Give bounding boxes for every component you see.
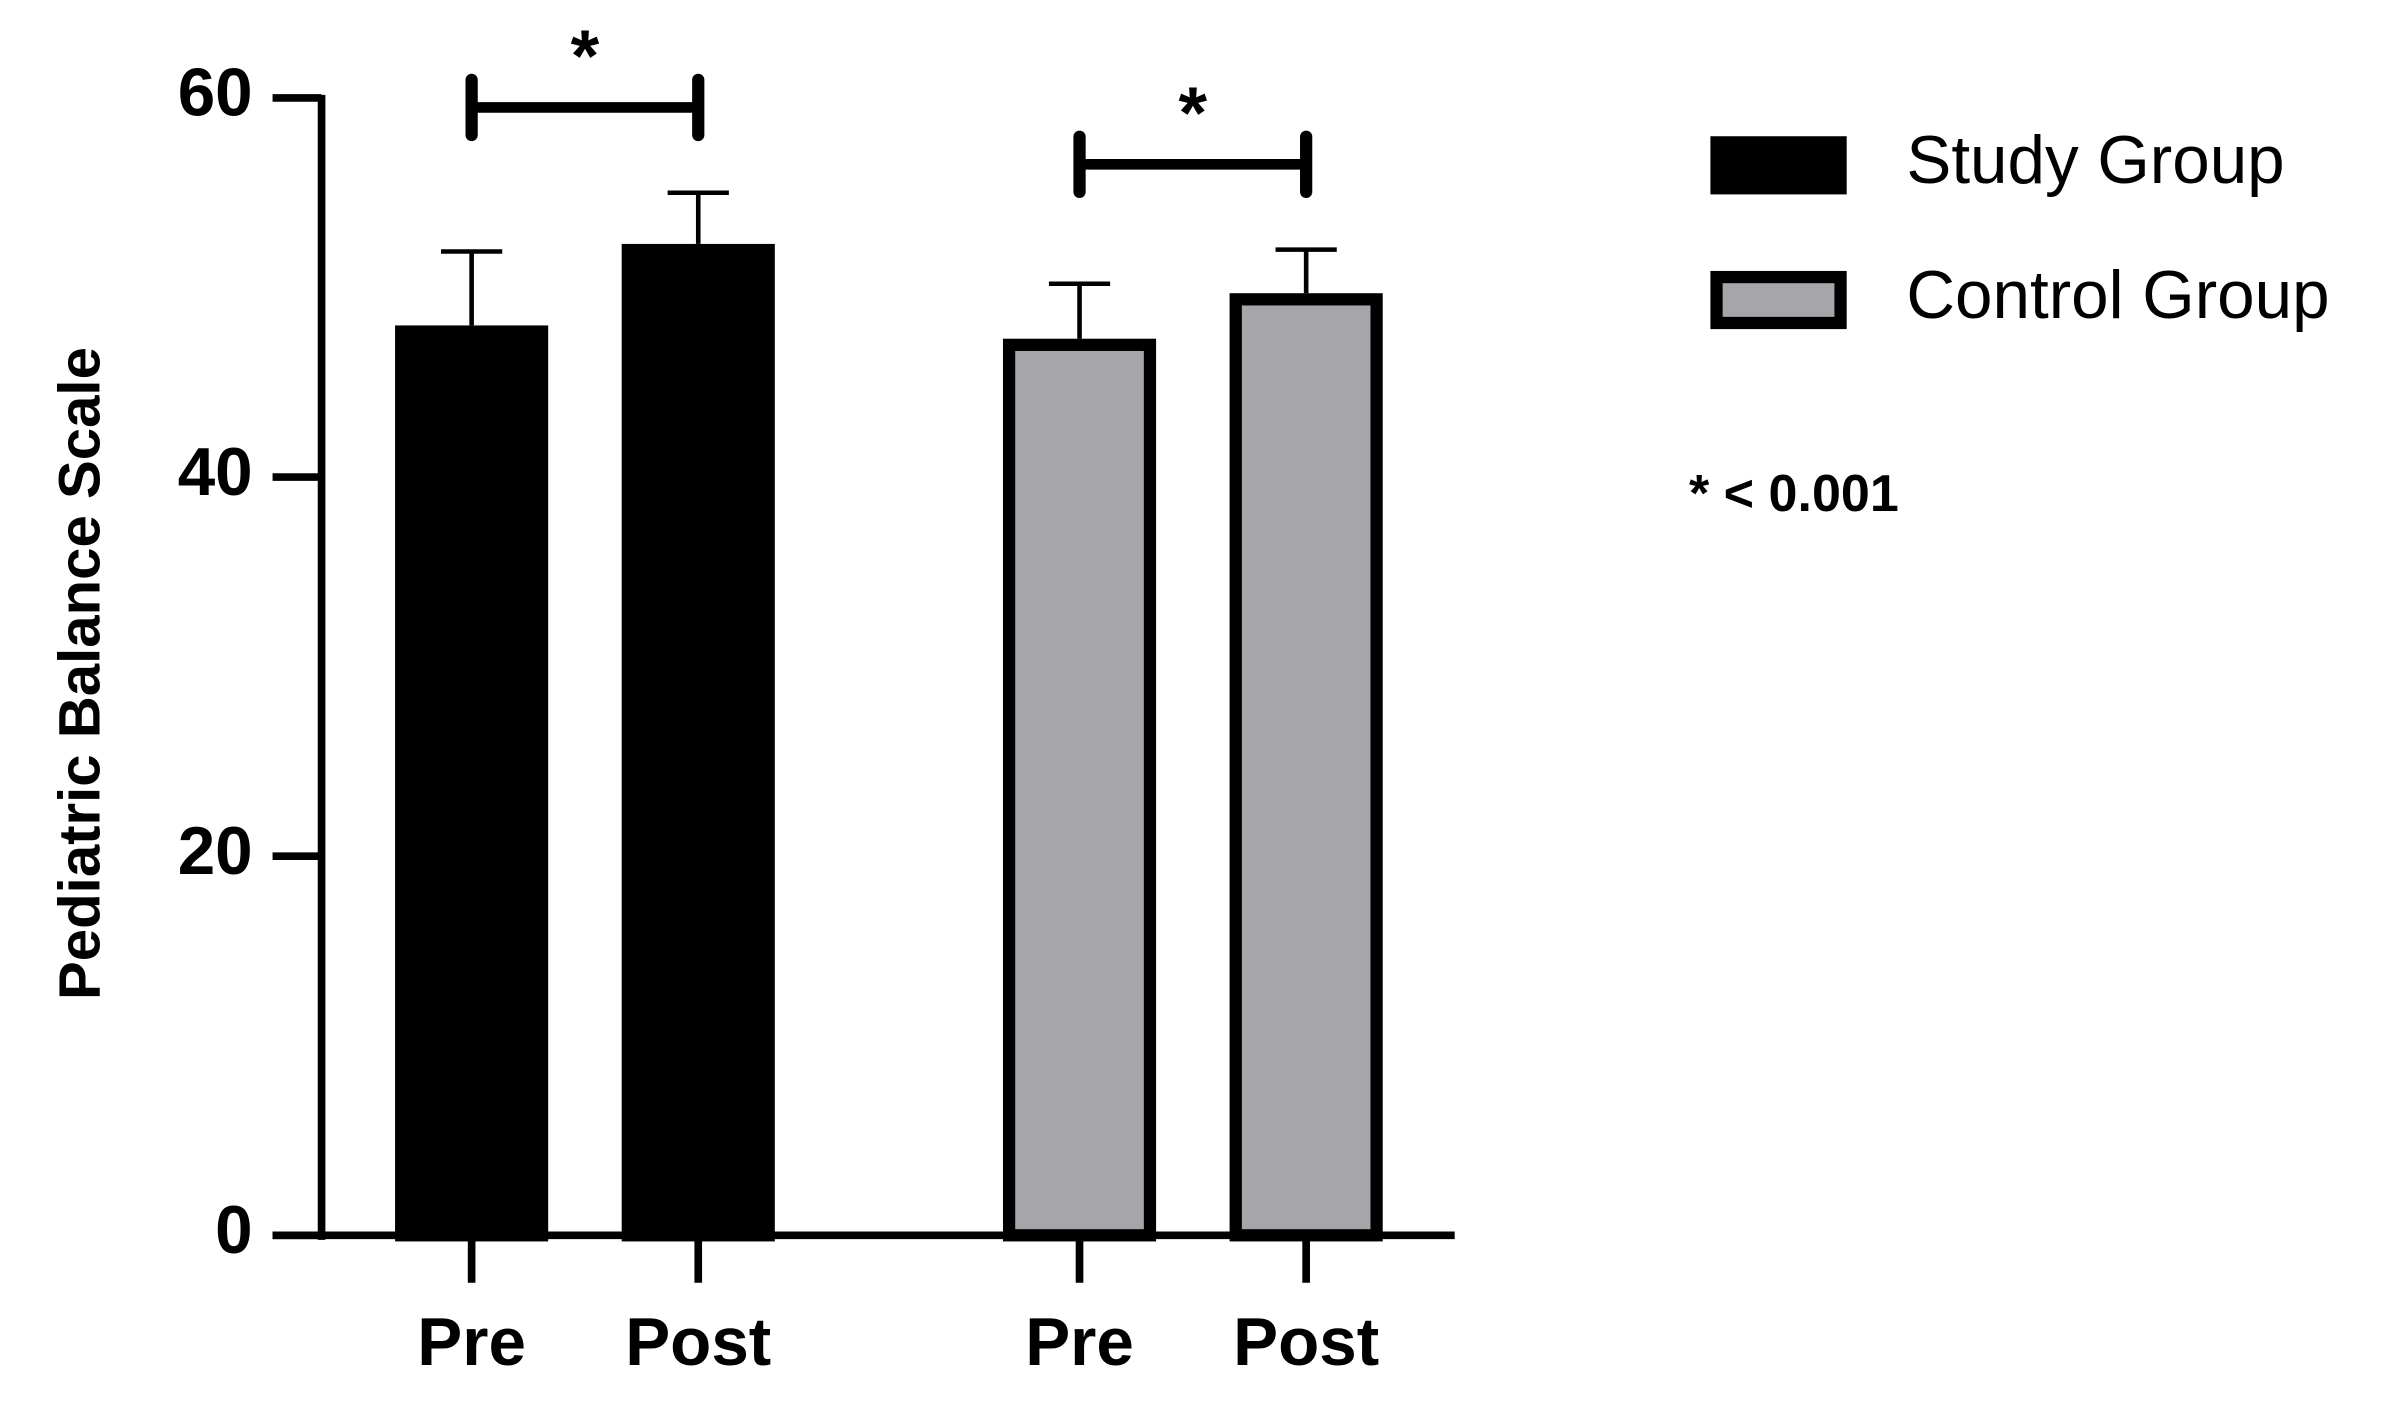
y-tick-label: 40 xyxy=(178,435,253,510)
x-tick-label: Pre xyxy=(417,1305,526,1380)
significance-label: * xyxy=(1179,71,1208,154)
significance-label: * xyxy=(571,14,600,97)
x-tick-label: Post xyxy=(1233,1305,1379,1380)
y-tick-label: 60 xyxy=(178,56,253,131)
legend-swatch xyxy=(1710,136,1847,195)
y-tick-label: 0 xyxy=(215,1193,252,1268)
bar xyxy=(1229,293,1383,1242)
legend-label: Control Group xyxy=(1906,258,2329,333)
legend-label: Study Group xyxy=(1906,123,2284,198)
x-tick-label: Pre xyxy=(1025,1305,1134,1380)
bar xyxy=(1002,338,1157,1242)
bar xyxy=(621,243,775,1242)
y-tick-label: 20 xyxy=(178,814,253,889)
y-axis-label: Pediatric Balance Scale xyxy=(48,347,113,1000)
note: * < 0.001 xyxy=(1689,465,1899,523)
legend-swatch xyxy=(1710,270,1847,330)
x-tick-label: Post xyxy=(625,1305,771,1380)
bar xyxy=(395,325,549,1242)
